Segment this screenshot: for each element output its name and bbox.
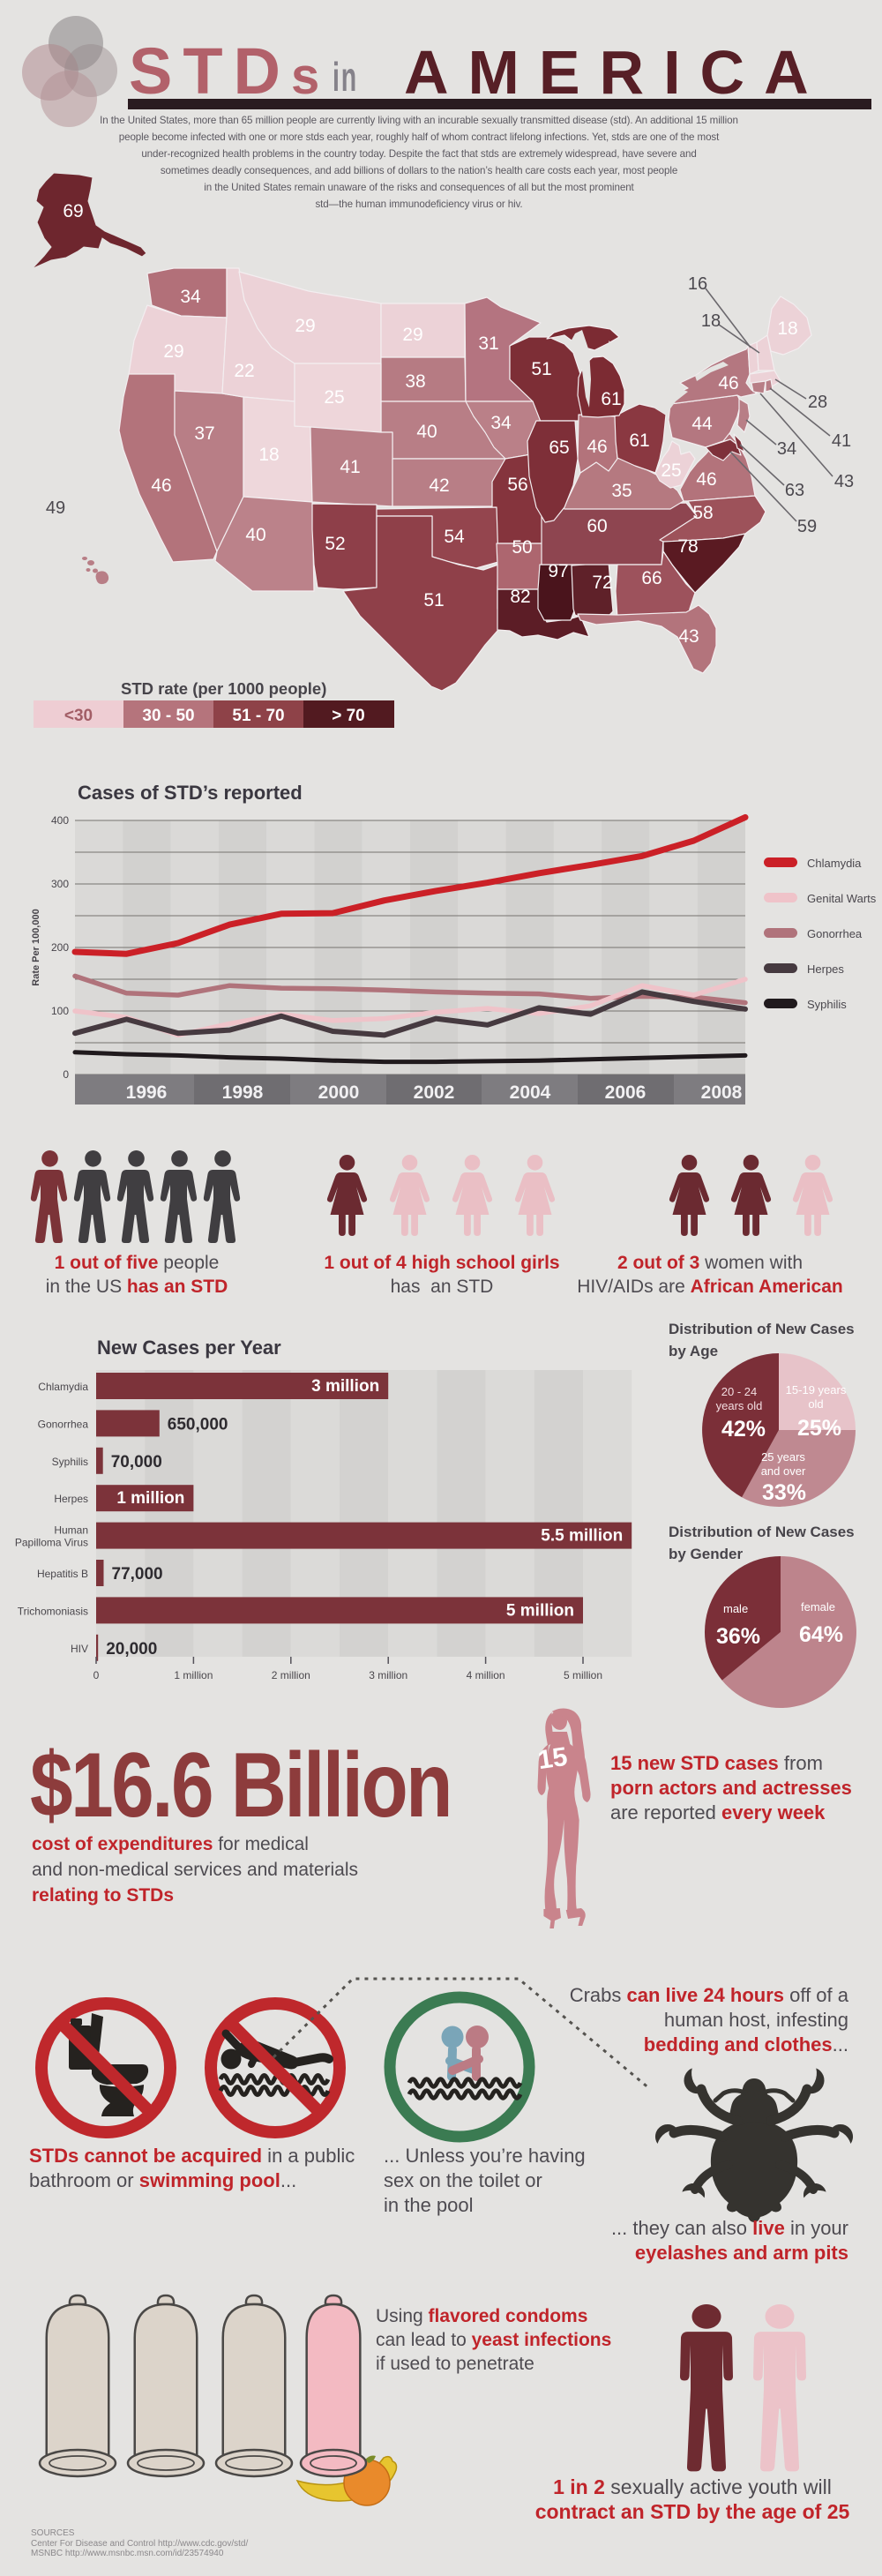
svg-text:41: 41 <box>832 431 851 451</box>
svg-text:100: 100 <box>51 1005 69 1017</box>
svg-text:41: 41 <box>340 457 360 477</box>
svg-text:60: 60 <box>587 516 607 536</box>
svg-text:46: 46 <box>587 437 607 457</box>
svg-text:29: 29 <box>295 316 315 336</box>
svg-text:56: 56 <box>507 475 527 495</box>
svg-text:77,000: 77,000 <box>112 1565 163 1584</box>
svg-text:78: 78 <box>677 536 698 557</box>
svg-text:40: 40 <box>416 422 437 442</box>
svg-text:51: 51 <box>423 590 444 610</box>
svg-text:49: 49 <box>46 498 65 518</box>
svg-text:200: 200 <box>51 941 69 954</box>
svg-text:5 million: 5 million <box>564 1669 602 1681</box>
svg-text:Herpes: Herpes <box>54 1493 88 1505</box>
svg-text:2000: 2000 <box>318 1082 360 1103</box>
svg-text:30 - 50: 30 - 50 <box>142 707 194 725</box>
svg-text:82: 82 <box>510 587 530 607</box>
svg-text:1996: 1996 <box>126 1082 168 1103</box>
svg-text:18: 18 <box>258 445 279 465</box>
svg-text:25: 25 <box>661 461 681 481</box>
svg-text:58: 58 <box>692 503 713 523</box>
svg-text:400: 400 <box>51 814 69 827</box>
svg-text:Human: Human <box>54 1524 88 1537</box>
svg-text:1 million: 1 million <box>116 1489 184 1508</box>
svg-text:> 70: > 70 <box>332 707 365 725</box>
svg-text:1 million: 1 million <box>174 1669 213 1681</box>
svg-text:HIV: HIV <box>71 1643 88 1655</box>
svg-text:34: 34 <box>777 439 796 459</box>
svg-text:42: 42 <box>429 476 449 496</box>
svg-text:34: 34 <box>490 413 512 433</box>
svg-text:38: 38 <box>405 371 425 392</box>
svg-text:37: 37 <box>194 423 214 444</box>
svg-text:Gonorrhea: Gonorrhea <box>807 927 863 940</box>
svg-text:29: 29 <box>163 341 183 362</box>
svg-text:52: 52 <box>325 534 345 554</box>
svg-text:44: 44 <box>691 414 713 434</box>
svg-text:Herpes: Herpes <box>807 962 844 976</box>
svg-text:Syphilis: Syphilis <box>807 998 847 1011</box>
svg-text:Gonorrhea: Gonorrhea <box>38 1418 89 1430</box>
svg-text:51: 51 <box>531 359 551 379</box>
svg-text:66: 66 <box>641 568 662 588</box>
svg-text:61: 61 <box>629 431 649 451</box>
svg-text:4 million: 4 million <box>467 1669 505 1681</box>
svg-text:43: 43 <box>834 472 854 491</box>
svg-text:2002: 2002 <box>414 1082 455 1103</box>
svg-text:3 million: 3 million <box>369 1669 407 1681</box>
svg-text:65: 65 <box>549 438 569 458</box>
svg-text:Chlamydia: Chlamydia <box>807 857 862 870</box>
svg-text:61: 61 <box>601 389 621 409</box>
svg-text:54: 54 <box>444 527 465 547</box>
svg-text:Rate Per 100,000: Rate Per 100,000 <box>31 909 41 985</box>
svg-text:22: 22 <box>234 361 254 381</box>
svg-text:2 million: 2 million <box>272 1669 310 1681</box>
svg-text:20,000: 20,000 <box>106 1640 157 1659</box>
svg-text:Genital Warts: Genital Warts <box>807 892 877 905</box>
svg-text:2008: 2008 <box>701 1082 743 1103</box>
svg-text:29: 29 <box>402 325 422 345</box>
svg-text:0: 0 <box>93 1669 100 1681</box>
svg-text:Trichomoniasis: Trichomoniasis <box>18 1605 88 1617</box>
svg-text:70,000: 70,000 <box>111 1453 162 1471</box>
svg-text:16: 16 <box>688 274 707 294</box>
svg-text:28: 28 <box>808 393 827 412</box>
svg-text:34: 34 <box>180 287 201 307</box>
svg-text:2004: 2004 <box>510 1082 551 1103</box>
svg-text:Chlamydia: Chlamydia <box>38 1381 88 1393</box>
svg-text:25: 25 <box>324 387 344 408</box>
svg-text:46: 46 <box>718 373 738 393</box>
svg-text:63: 63 <box>785 481 804 500</box>
svg-text:3 million: 3 million <box>311 1377 379 1396</box>
svg-text:Syphilis: Syphilis <box>52 1456 88 1468</box>
svg-text:46: 46 <box>696 469 716 490</box>
svg-text:97: 97 <box>548 561 568 581</box>
svg-text:40: 40 <box>245 525 265 545</box>
svg-text:<30: <30 <box>64 707 93 725</box>
svg-text:1998: 1998 <box>222 1082 264 1103</box>
svg-text:0: 0 <box>63 1068 69 1081</box>
svg-text:31: 31 <box>478 333 498 354</box>
svg-text:18: 18 <box>701 311 721 331</box>
svg-text:69: 69 <box>63 201 83 221</box>
svg-text:51 - 70: 51 - 70 <box>232 707 284 725</box>
svg-text:Papilloma Virus: Papilloma Virus <box>15 1537 88 1549</box>
svg-text:35: 35 <box>611 481 632 501</box>
svg-text:72: 72 <box>592 573 612 593</box>
svg-text:Hepatitis B: Hepatitis B <box>37 1568 88 1580</box>
svg-text:2006: 2006 <box>605 1082 647 1103</box>
svg-text:300: 300 <box>51 878 69 890</box>
svg-text:50: 50 <box>512 537 532 558</box>
svg-text:43: 43 <box>678 626 699 647</box>
svg-text:650,000: 650,000 <box>168 1415 228 1434</box>
svg-text:5.5 million: 5.5 million <box>541 1527 623 1546</box>
svg-text:59: 59 <box>797 517 817 536</box>
svg-text:18: 18 <box>777 318 797 339</box>
svg-text:46: 46 <box>151 476 171 496</box>
svg-text:5 million: 5 million <box>506 1601 574 1620</box>
